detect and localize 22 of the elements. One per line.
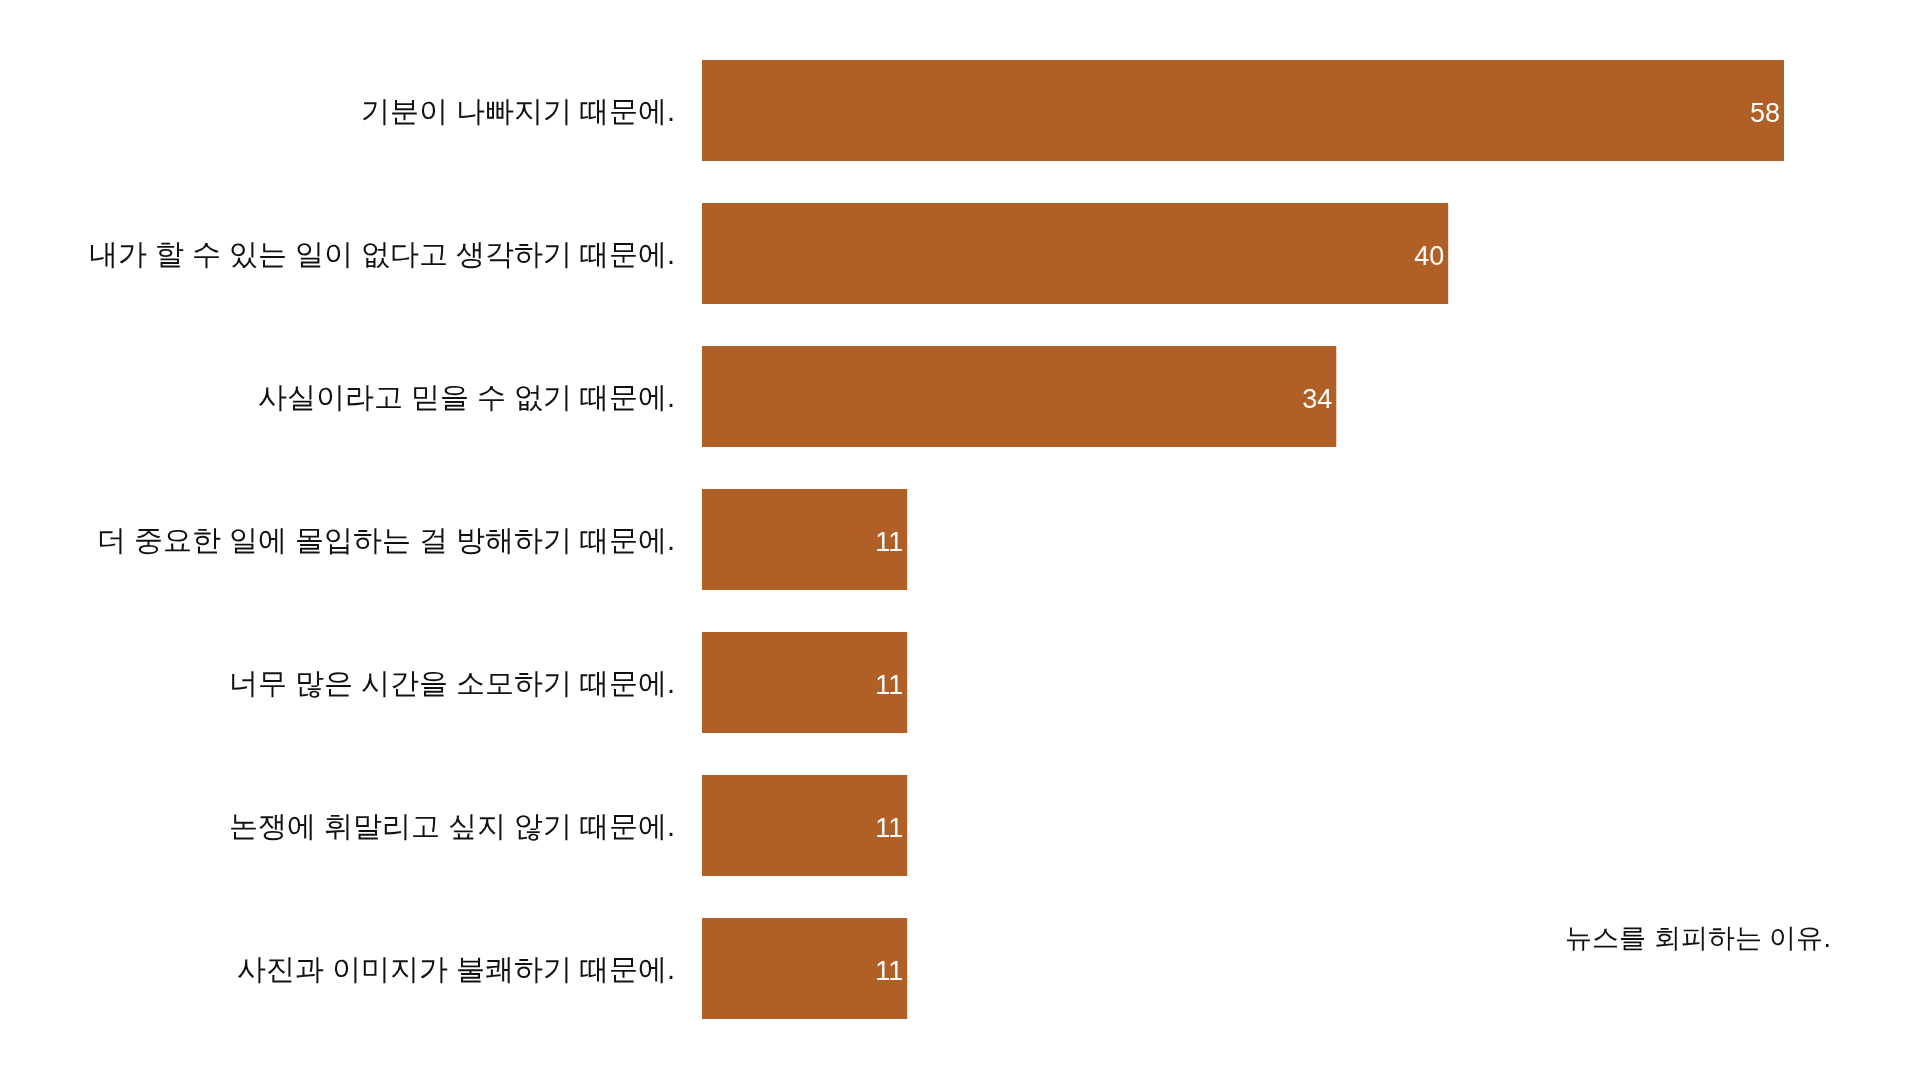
y-tick-label: 너무 많은 시간을 소모하기 때문에. — [228, 666, 675, 699]
bar — [702, 775, 908, 876]
data-label: 11 — [875, 955, 904, 986]
data-label: 11 — [875, 669, 904, 700]
data-label: 11 — [875, 526, 904, 557]
y-tick-label: 기분이 나빠지기 때문에. — [360, 94, 675, 127]
y-tick-label: 사진과 이미지가 불쾌하기 때문에. — [236, 952, 675, 985]
bar — [702, 918, 908, 1019]
y-tick-label: 더 중요한 일에 몰입하는 걸 방해하기 때문에. — [96, 523, 675, 556]
bar — [702, 489, 908, 590]
bar — [702, 346, 1337, 447]
data-label: 34 — [1302, 383, 1333, 414]
annotation: 뉴스를 회피하는 이유. — [1565, 923, 1831, 953]
bar — [702, 60, 1784, 161]
bar — [702, 632, 908, 733]
data-label: 40 — [1414, 240, 1445, 271]
data-label: 11 — [875, 812, 904, 843]
y-tick-label: 논쟁에 휘말리고 싶지 않기 때문에. — [228, 809, 675, 842]
y-tick-label: 내가 할 수 있는 일이 없다고 생각하기 때문에. — [88, 237, 675, 270]
bar — [702, 203, 1449, 304]
data-label: 58 — [1749, 97, 1780, 128]
y-tick-label: 사실이라고 믿을 수 없기 때문에. — [257, 380, 675, 413]
